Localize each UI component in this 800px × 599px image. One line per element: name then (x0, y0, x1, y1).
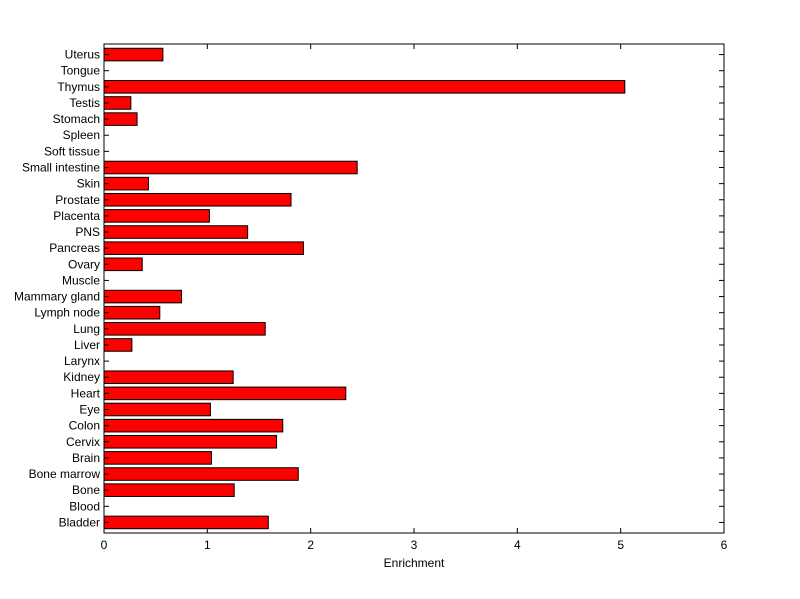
y-tick-label: Skin (77, 177, 100, 191)
y-tick-label: Thymus (57, 80, 100, 94)
y-tick-label: Ovary (68, 257, 100, 271)
bar (103, 515, 269, 530)
x-axis-label: Enrichment (384, 556, 445, 570)
y-tick-label: Colon (69, 419, 100, 433)
y-tick-label: Prostate (55, 193, 100, 207)
bar (103, 402, 211, 417)
plot-area-frame (103, 43, 725, 534)
x-tick-label: 6 (721, 538, 728, 552)
bar (103, 483, 235, 497)
bar (103, 241, 304, 255)
y-tick-labels: Uterus Tongue Thymus Testis Stomach Spleen Sof… (14, 48, 101, 530)
y-tick-label: Blood (69, 499, 100, 513)
bar (103, 386, 347, 401)
bar (103, 209, 210, 223)
y-tick-label: Soft tissue (44, 144, 100, 158)
x-tick-label: 1 (204, 538, 211, 552)
bar (103, 225, 249, 239)
y-tick-label: Brain (72, 451, 100, 465)
x-tick-label: 4 (514, 538, 521, 552)
x-tick-label: 0 (101, 538, 108, 552)
y-tick-label: Bone marrow (29, 467, 101, 481)
y-tick-label: Pancreas (49, 241, 100, 255)
bar (103, 289, 182, 304)
bar (103, 192, 292, 207)
ticks-layer (103, 44, 725, 533)
y-tick-label: Testis (69, 96, 100, 110)
y-tick-label: Muscle (62, 273, 100, 287)
y-tick-label: Uterus (65, 48, 100, 62)
y-tick-label: Bladder (59, 515, 100, 529)
y-tick-label: Lung (73, 322, 100, 336)
bar (103, 47, 164, 62)
y-tick-label: Mammary gland (14, 290, 100, 304)
bar (103, 418, 284, 433)
y-tick-label: Kidney (63, 370, 100, 384)
y-tick-label: Placenta (53, 209, 100, 223)
y-tick-label: Liver (74, 338, 100, 352)
y-tick-label: Small intestine (22, 161, 100, 175)
y-tick-label: PNS (75, 225, 100, 239)
bar (103, 257, 143, 272)
y-tick-label: Tongue (61, 64, 101, 78)
bar (103, 467, 299, 481)
bar (103, 322, 266, 336)
y-tick-label: Bone (72, 483, 100, 497)
y-tick-label: Lymph node (34, 306, 100, 320)
bar (103, 434, 278, 449)
bar (103, 176, 149, 191)
y-tick-label: Spleen (63, 128, 100, 142)
bar (103, 451, 212, 465)
y-tick-label: Cervix (66, 435, 100, 449)
y-tick-label: Larynx (64, 354, 100, 368)
x-tick-labels: 0 1 2 3 4 5 6 (101, 538, 728, 552)
bar (103, 370, 234, 385)
y-tick-label: Stomach (53, 112, 100, 126)
x-tick-label: 3 (411, 538, 418, 552)
y-tick-label: Heart (71, 386, 101, 400)
y-tick-label: Eye (79, 403, 100, 417)
bars-layer (103, 47, 626, 530)
bar (103, 160, 358, 175)
x-tick-label: 5 (617, 538, 624, 552)
bar (103, 80, 626, 94)
bar (103, 305, 161, 320)
x-tick-label: 2 (307, 538, 314, 552)
